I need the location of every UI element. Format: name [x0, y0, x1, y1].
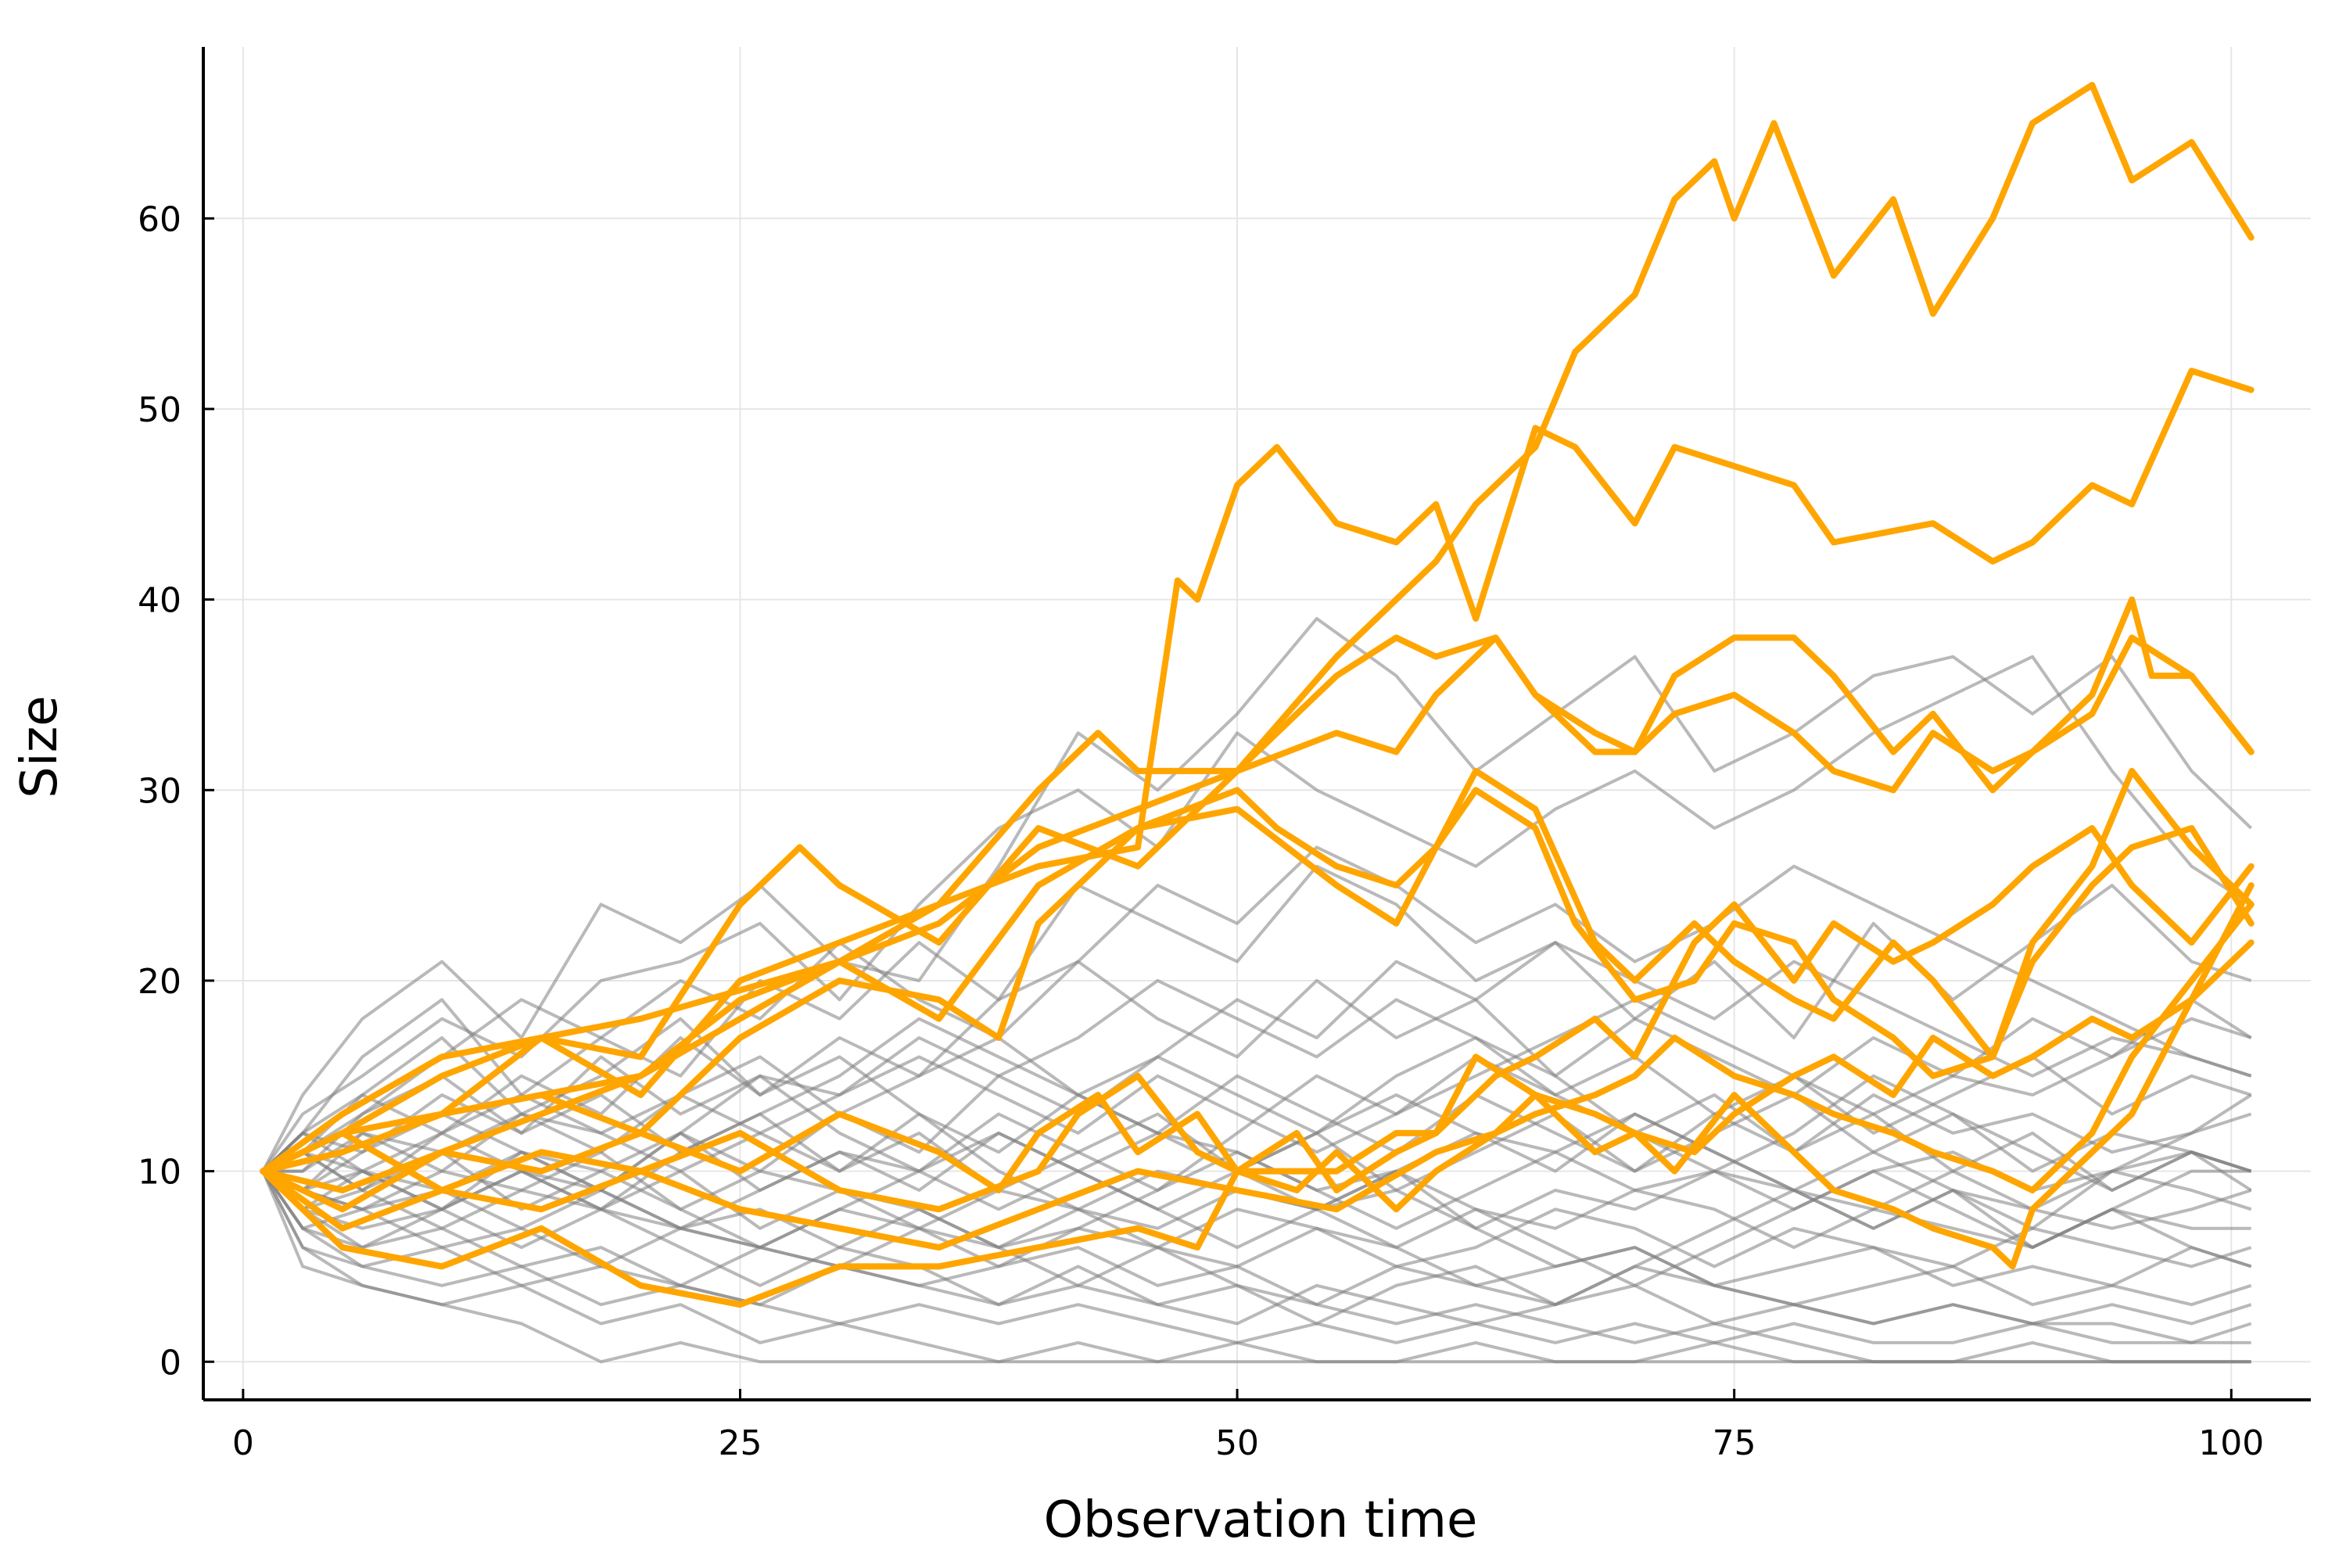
x-axis-label: Observation time — [1044, 1491, 1478, 1549]
background-series-line — [261, 1093, 2252, 1326]
x-tick-label: 0 — [232, 1423, 254, 1463]
background-series-line — [261, 1055, 2252, 1211]
y-axis-label: Size — [11, 695, 69, 798]
y-tick-label: 50 — [138, 390, 181, 430]
y-tick-label: 40 — [138, 581, 181, 621]
background-series-line — [262, 1074, 2252, 1192]
y-tick-label: 60 — [138, 199, 181, 239]
highlight-series-line — [260, 767, 2255, 1193]
background-series-line — [262, 1112, 2252, 1250]
background-series-line — [262, 1131, 2251, 1287]
background-series-line — [263, 845, 2252, 1173]
y-tick-label: 30 — [138, 771, 181, 811]
x-tick-label: 50 — [1215, 1423, 1259, 1463]
x-tick-label: 75 — [1713, 1423, 1756, 1463]
highlight-series-line — [260, 81, 2255, 1175]
axes — [202, 47, 2311, 1401]
background-series-line — [261, 655, 2252, 1172]
x-tick-label: 25 — [718, 1423, 762, 1463]
tick-labels: 0 25 50 75 100 0 10 20 30 40 50 60 — [138, 199, 2264, 1463]
background-series-line — [262, 960, 2252, 1173]
background-series-line — [261, 617, 2253, 1172]
highlight-series-line — [260, 596, 2255, 1175]
y-tick-label: 20 — [138, 962, 181, 1002]
highlight-series-line — [260, 901, 2255, 1251]
y-tick-label: 10 — [138, 1153, 181, 1193]
y-tick-label: 0 — [160, 1343, 181, 1383]
background-series-line — [262, 998, 2252, 1173]
highlight-series-line — [260, 939, 2255, 1232]
background-series-group — [261, 617, 2253, 1364]
background-series-line — [261, 1170, 2252, 1307]
highlight-series-line — [260, 767, 2255, 1175]
highlight-series-line — [260, 825, 2255, 1213]
highlight-series-group — [260, 81, 2255, 1308]
background-series-line — [263, 941, 2252, 1173]
x-tick-label: 100 — [2198, 1423, 2264, 1463]
highlight-series-line — [260, 882, 2255, 1308]
